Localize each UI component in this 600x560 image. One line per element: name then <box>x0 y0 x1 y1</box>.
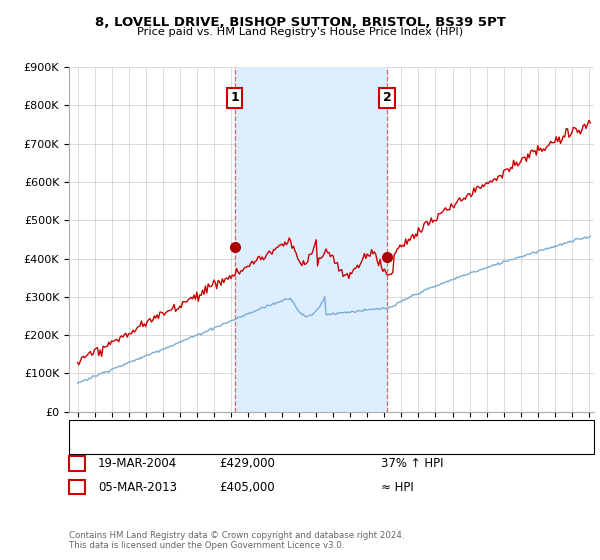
Text: 1: 1 <box>230 91 239 104</box>
Text: ≈ HPI: ≈ HPI <box>381 480 414 494</box>
Text: £429,000: £429,000 <box>219 457 275 470</box>
Text: 19-MAR-2004: 19-MAR-2004 <box>98 457 177 470</box>
Text: 8, LOVELL DRIVE, BISHOP SUTTON, BRISTOL, BS39 5PT (detached house): 8, LOVELL DRIVE, BISHOP SUTTON, BRISTOL,… <box>110 424 490 434</box>
Text: 2: 2 <box>383 91 392 104</box>
Text: 2: 2 <box>73 480 81 494</box>
Bar <box>235 67 387 412</box>
Text: Price paid vs. HM Land Registry's House Price Index (HPI): Price paid vs. HM Land Registry's House … <box>137 27 463 37</box>
Text: Contains HM Land Registry data © Crown copyright and database right 2024.
This d: Contains HM Land Registry data © Crown c… <box>69 530 404 550</box>
Text: £405,000: £405,000 <box>219 480 275 494</box>
Text: 05-MAR-2013: 05-MAR-2013 <box>98 480 177 494</box>
Text: 8, LOVELL DRIVE, BISHOP SUTTON, BRISTOL, BS39 5PT: 8, LOVELL DRIVE, BISHOP SUTTON, BRISTOL,… <box>95 16 505 29</box>
Text: HPI: Average price, detached house, Bath and North East Somerset: HPI: Average price, detached house, Bath… <box>110 440 461 450</box>
Text: 37% ↑ HPI: 37% ↑ HPI <box>381 457 443 470</box>
Text: 1: 1 <box>73 457 81 470</box>
